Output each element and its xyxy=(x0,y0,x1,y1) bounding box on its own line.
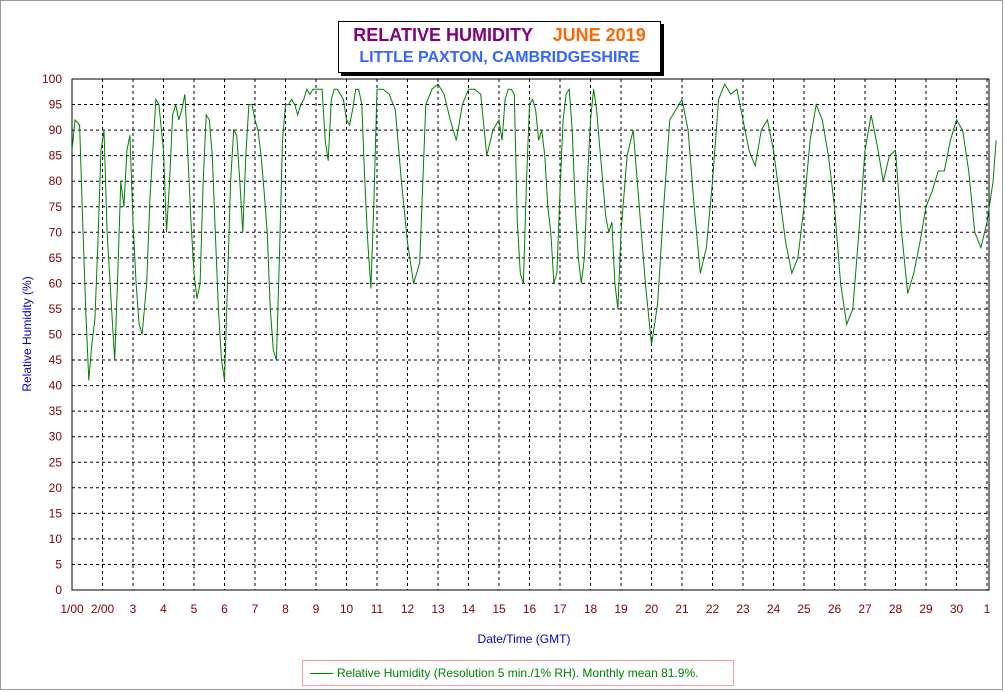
x-tick-label: 14 xyxy=(462,602,476,616)
y-tick-label: 0 xyxy=(55,583,62,597)
x-tick-label: 23 xyxy=(736,602,750,616)
x-tick-label: 3 xyxy=(130,602,137,616)
x-tick-label: 7 xyxy=(252,602,259,616)
x-tick-label: 24 xyxy=(767,602,781,616)
y-axis-ticks: 0 5 10 15 20 25 30 35 40 45 50 55 60 65 70 75 80 85 90 95 10… xyxy=(42,72,62,597)
y-tick-label: 60 xyxy=(49,276,63,290)
x-tick-label: 27 xyxy=(858,602,872,616)
chart-title-date: JUNE 2019 xyxy=(552,25,646,45)
horizontal-gridlines xyxy=(72,104,989,565)
y-tick-label: 90 xyxy=(49,123,63,137)
y-tick-label: 10 xyxy=(49,532,63,546)
x-tick-label: 13 xyxy=(431,602,445,616)
x-tick-label: 22 xyxy=(706,602,720,616)
x-tick-label: 12 xyxy=(401,602,415,616)
y-tick-label: 5 xyxy=(55,557,62,571)
x-tick-label: 10 xyxy=(340,602,354,616)
x-tick-label: 25 xyxy=(797,602,811,616)
x-tick-label: 26 xyxy=(828,602,842,616)
x-axis-label: Date/Time (GMT) xyxy=(478,632,571,646)
x-tick-label: 18 xyxy=(584,602,598,616)
vertical-gridlines xyxy=(102,79,988,590)
x-tick-label: 5 xyxy=(191,602,198,616)
y-tick-label: 65 xyxy=(49,251,63,265)
y-tick-label: 15 xyxy=(49,506,63,520)
chart-title-main: RELATIVE HUMIDITY xyxy=(353,25,533,45)
x-tick-label: 20 xyxy=(645,602,659,616)
y-tick-label: 35 xyxy=(49,404,63,418)
x-tick-label: 29 xyxy=(919,602,933,616)
y-tick-label: 95 xyxy=(49,98,63,112)
y-tick-label: 25 xyxy=(49,455,63,469)
x-tick-label: 11 xyxy=(371,602,384,616)
y-tick-label: 50 xyxy=(49,328,63,342)
x-tick-label: 17 xyxy=(553,602,567,616)
y-tick-label: 45 xyxy=(49,353,63,367)
legend-label: Relative Humidity (Resolution 5 min./1% … xyxy=(337,666,699,680)
y-tick-label: 40 xyxy=(49,379,63,393)
x-tick-label: 30 xyxy=(950,602,964,616)
legend: Relative Humidity (Resolution 5 min./1% … xyxy=(302,660,734,686)
y-tick-label: 100 xyxy=(42,72,62,86)
x-tick-label: 1 xyxy=(984,602,991,616)
x-tick-label: 21 xyxy=(675,602,689,616)
x-tick-label: 15 xyxy=(492,602,506,616)
legend-line-swatch xyxy=(310,673,333,674)
x-tick-label: 6 xyxy=(221,602,228,616)
y-tick-label: 85 xyxy=(49,149,63,163)
y-tick-label: 70 xyxy=(49,225,63,239)
chart-title: RELATIVE HUMIDITY JUNE 2019 xyxy=(339,25,660,46)
x-axis-ticks: 1/00 2/00 3 4 5 6 7 8 9 10 11 12 13 14 15 16 17 18 19 20 21 2… xyxy=(60,602,990,616)
y-tick-label: 55 xyxy=(49,302,63,316)
x-tick-label: 2/00 xyxy=(91,602,115,616)
plot-border xyxy=(71,78,990,591)
x-tick-label: 1/00 xyxy=(60,602,84,616)
x-tick-label: 8 xyxy=(282,602,289,616)
chart-subtitle: LITTLE PAXTON, CAMBRIDGESHIRE xyxy=(359,49,640,66)
y-tick-label: 75 xyxy=(49,200,63,214)
y-tick-label: 80 xyxy=(49,174,63,188)
x-tick-label: 4 xyxy=(160,602,167,616)
chart-title-box: RELATIVE HUMIDITY JUNE 2019 LITTLE PAXTO… xyxy=(338,21,661,73)
x-tick-label: 16 xyxy=(523,602,537,616)
y-tick-label: 30 xyxy=(49,430,63,444)
x-tick-label: 9 xyxy=(313,602,320,616)
x-tick-label: 19 xyxy=(614,602,628,616)
series-line-relative-humidity xyxy=(71,82,997,381)
y-axis-label: Relative Humidity (%) xyxy=(20,276,34,391)
y-tick-label: 20 xyxy=(49,481,63,495)
x-tick-label: 28 xyxy=(889,602,903,616)
